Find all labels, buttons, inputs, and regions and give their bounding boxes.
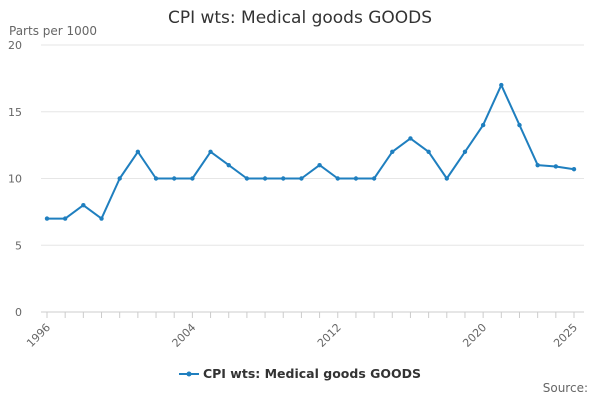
data-point[interactable] — [190, 176, 195, 181]
y-tick-label: 0 — [15, 306, 22, 319]
y-tick-label: 15 — [8, 106, 22, 119]
data-point[interactable] — [62, 216, 68, 221]
series-line — [47, 84, 575, 220]
y-tick-label: 10 — [8, 173, 22, 186]
data-point[interactable] — [44, 216, 50, 221]
data-point[interactable] — [317, 162, 322, 168]
data-point[interactable] — [353, 176, 359, 181]
data-point[interactable] — [262, 176, 268, 181]
data-point[interactable] — [553, 164, 559, 169]
legend-label: CPI wts: Medical goods GOODS — [202, 366, 422, 381]
data-point[interactable] — [226, 162, 231, 168]
x-tick-label: 1996 — [24, 321, 53, 350]
data-point[interactable] — [462, 149, 468, 154]
data-point[interactable] — [571, 166, 577, 172]
data-point[interactable] — [426, 149, 431, 154]
legend-item[interactable]: CPI wts: Medical goods GOODS — [178, 366, 422, 381]
chart-title: CPI wts: Medical goods GOODS — [167, 8, 433, 28]
x-tick-label: 2020 — [460, 321, 489, 350]
data-point[interactable] — [281, 176, 286, 181]
legend: CPI wts: Medical goods GOODS — [0, 366, 600, 381]
x-tick-label: 2025 — [551, 321, 580, 350]
data-point[interactable] — [153, 176, 159, 181]
data-point[interactable] — [299, 176, 304, 181]
data-point[interactable] — [172, 176, 177, 181]
data-point[interactable] — [517, 122, 522, 128]
data-point[interactable] — [335, 176, 340, 181]
data-point[interactable] — [444, 176, 449, 181]
data-point[interactable] — [371, 176, 377, 181]
data-point[interactable] — [99, 216, 104, 221]
y-axis-label: Parts per 1000 — [9, 24, 98, 38]
y-tick-label: 5 — [15, 239, 22, 252]
data-point[interactable] — [81, 203, 86, 208]
x-tick-label: 2004 — [170, 321, 199, 350]
legend-line-marker-icon — [178, 371, 199, 376]
data-point[interactable] — [535, 162, 540, 168]
data-point[interactable] — [208, 149, 213, 154]
source-label: Source: — [542, 381, 588, 395]
data-point[interactable] — [135, 149, 141, 154]
x-tick-label: 2012 — [315, 321, 344, 350]
data-point[interactable] — [390, 149, 395, 154]
data-point[interactable] — [499, 82, 504, 88]
data-point[interactable] — [117, 176, 122, 181]
y-tick-label: 20 — [8, 39, 22, 52]
data-point[interactable] — [244, 176, 250, 181]
data-point[interactable] — [480, 122, 486, 128]
data-point[interactable] — [408, 136, 413, 141]
